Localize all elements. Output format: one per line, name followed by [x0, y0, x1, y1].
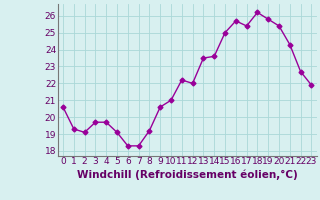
- X-axis label: Windchill (Refroidissement éolien,°C): Windchill (Refroidissement éolien,°C): [77, 169, 298, 180]
